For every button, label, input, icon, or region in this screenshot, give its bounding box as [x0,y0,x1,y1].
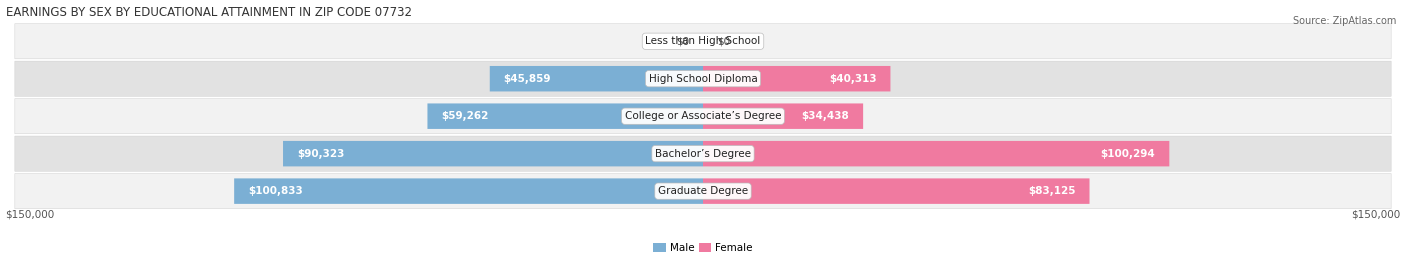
FancyBboxPatch shape [703,141,1170,166]
FancyBboxPatch shape [15,99,1391,134]
Text: $150,000: $150,000 [1351,210,1400,220]
FancyBboxPatch shape [283,141,703,166]
FancyBboxPatch shape [235,178,703,204]
Text: $59,262: $59,262 [441,111,489,121]
FancyBboxPatch shape [15,136,1391,171]
FancyBboxPatch shape [703,178,1090,204]
Text: $40,313: $40,313 [830,74,876,84]
FancyBboxPatch shape [703,66,890,91]
Legend: Male, Female: Male, Female [650,239,756,257]
Text: Graduate Degree: Graduate Degree [658,186,748,196]
FancyBboxPatch shape [15,61,1391,96]
Text: $83,125: $83,125 [1028,186,1076,196]
Text: $45,859: $45,859 [503,74,551,84]
Text: $150,000: $150,000 [6,210,55,220]
Text: $90,323: $90,323 [297,149,344,159]
Text: EARNINGS BY SEX BY EDUCATIONAL ATTAINMENT IN ZIP CODE 07732: EARNINGS BY SEX BY EDUCATIONAL ATTAINMEN… [6,6,412,18]
FancyBboxPatch shape [427,103,703,129]
Text: Source: ZipAtlas.com: Source: ZipAtlas.com [1292,16,1396,26]
FancyBboxPatch shape [489,66,703,91]
Text: High School Diploma: High School Diploma [648,74,758,84]
FancyBboxPatch shape [703,103,863,129]
Text: $0: $0 [676,36,689,46]
Text: $34,438: $34,438 [801,111,849,121]
Text: Less than High School: Less than High School [645,36,761,46]
Text: Bachelor’s Degree: Bachelor’s Degree [655,149,751,159]
FancyBboxPatch shape [15,24,1391,59]
Text: $0: $0 [717,36,730,46]
Text: College or Associate’s Degree: College or Associate’s Degree [624,111,782,121]
FancyBboxPatch shape [15,173,1391,209]
Text: $100,294: $100,294 [1101,149,1156,159]
Text: $100,833: $100,833 [247,186,302,196]
